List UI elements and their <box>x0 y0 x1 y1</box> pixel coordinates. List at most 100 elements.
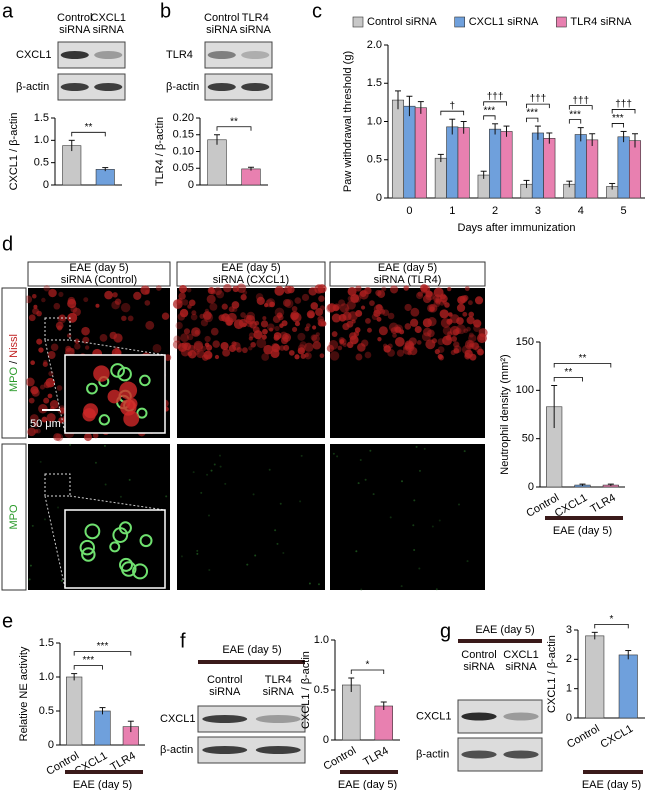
cell <box>187 344 196 353</box>
cell <box>55 321 64 330</box>
cell <box>317 284 327 294</box>
significance-label: ††† <box>572 95 589 106</box>
cell <box>310 302 319 310</box>
cell <box>407 344 413 350</box>
cell <box>466 560 469 563</box>
cell <box>284 299 294 309</box>
cell <box>46 413 56 423</box>
cell <box>388 322 399 332</box>
neutrophil <box>109 541 121 553</box>
cell <box>269 327 274 332</box>
y-tick-label: 0 <box>43 179 49 191</box>
significance-label: *** <box>82 655 94 666</box>
blot-band <box>241 51 270 59</box>
cell <box>35 428 41 434</box>
cell <box>464 349 473 359</box>
lane-label: Control <box>461 649 496 661</box>
cell <box>240 312 246 318</box>
cell <box>416 291 424 300</box>
cell <box>347 286 357 297</box>
cell <box>364 351 372 359</box>
cell <box>43 359 48 365</box>
cell <box>252 493 255 496</box>
cell <box>121 315 127 322</box>
significance-bracket <box>440 110 465 116</box>
bar <box>95 169 115 186</box>
cell <box>43 285 50 292</box>
blot-band <box>207 83 236 91</box>
bar <box>391 99 405 199</box>
cell <box>260 320 269 328</box>
x-tick-label: TLR4 <box>108 750 137 774</box>
cell <box>74 343 81 350</box>
cell <box>213 463 216 466</box>
blot-band <box>255 715 301 723</box>
column-header-text: EAE (day 5) <box>378 262 437 274</box>
cell <box>82 408 96 422</box>
cell <box>451 336 458 342</box>
cell <box>457 503 460 506</box>
cell <box>29 564 32 567</box>
cell <box>274 529 277 532</box>
cell <box>119 495 122 498</box>
neutrophil <box>117 366 132 382</box>
cell <box>312 325 317 330</box>
cell <box>338 313 347 322</box>
column-header-text: siRNA (TLR4) <box>374 274 442 286</box>
significance-label: *** <box>97 641 109 652</box>
cell <box>342 342 348 348</box>
cell <box>466 316 475 325</box>
neutrophil <box>79 539 95 556</box>
panel-letter: f <box>180 630 186 652</box>
cell <box>115 346 120 351</box>
cell <box>428 303 438 313</box>
cell <box>416 340 422 345</box>
cell <box>60 579 63 582</box>
lane-label: siRNA <box>59 24 91 36</box>
y-tick-label: 1 <box>566 683 572 695</box>
blot-band <box>207 51 236 59</box>
y-tick-label: 2.0 <box>367 39 382 51</box>
x-tick-label: Control <box>565 723 602 751</box>
cell <box>326 344 335 353</box>
cell <box>220 341 229 351</box>
zoom-source <box>44 473 71 497</box>
cell <box>200 491 203 494</box>
cell <box>252 326 260 334</box>
cell <box>417 291 423 297</box>
cell <box>464 339 475 350</box>
bar <box>628 140 642 199</box>
cell <box>69 443 72 446</box>
cell <box>409 318 419 327</box>
cell <box>92 432 99 439</box>
cell <box>216 290 225 299</box>
cell <box>206 473 209 476</box>
cell <box>357 343 366 352</box>
cell <box>72 307 81 317</box>
significance-bracket <box>553 377 583 382</box>
cell <box>192 471 195 474</box>
cell <box>371 313 379 321</box>
cell <box>155 285 162 291</box>
cell <box>43 518 46 521</box>
cell <box>332 304 340 312</box>
cell <box>193 340 204 351</box>
row-label: MPO <box>8 504 20 530</box>
cell <box>112 292 118 298</box>
significance-label: * <box>610 614 614 625</box>
cell <box>403 345 408 350</box>
cell <box>38 403 48 414</box>
row-label-part: / <box>8 360 20 364</box>
cell <box>200 345 207 352</box>
cell <box>262 328 268 335</box>
bar <box>543 138 556 199</box>
cell <box>244 314 252 323</box>
cell <box>283 285 292 294</box>
bar <box>618 654 638 719</box>
cell <box>28 397 35 404</box>
bar <box>457 127 470 199</box>
cell <box>274 325 280 332</box>
cell <box>418 567 421 570</box>
x-tick-label: TLR4 <box>588 492 617 516</box>
cell <box>236 346 242 353</box>
